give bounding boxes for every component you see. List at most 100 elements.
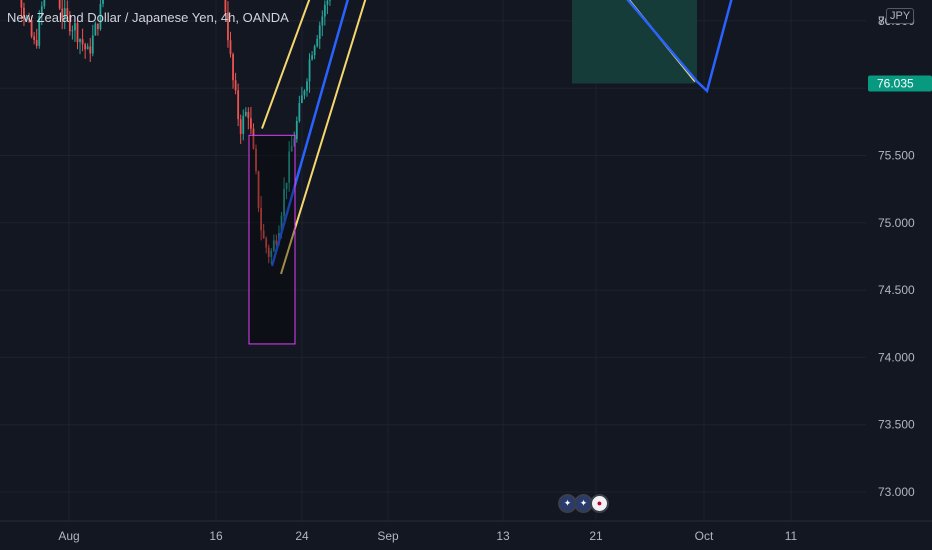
price-tags: 77.61877.41601:20:3277.35976.035 (868, 75, 932, 92)
candle-body (61, 8, 64, 19)
currency-badge[interactable]: JPY (886, 8, 915, 24)
target-price-tag: 76.035 (877, 76, 914, 90)
candle-body (265, 238, 268, 248)
candle-body (86, 46, 89, 50)
candle-body (237, 90, 240, 120)
x-tick-label: 21 (589, 529, 603, 543)
highlight-box-bottom (248, 134, 296, 345)
candle-body (290, 146, 293, 152)
candle-body (97, 23, 99, 30)
chart-title: New Zealand Dollar / Japanese Yen, 4h, O… (7, 10, 289, 25)
candle-body (99, 3, 102, 30)
x-tick-label: Aug (58, 529, 79, 543)
jp-flag-icon[interactable]: ● (590, 494, 609, 513)
candle-body (244, 111, 247, 116)
candlestick-series (20, 0, 331, 265)
y-tick-label: 73.500 (878, 418, 915, 432)
candle-body (30, 20, 33, 37)
candle-body (295, 121, 298, 140)
economic-events[interactable]: ✦ ✦ ● (558, 494, 609, 513)
x-tick-label: Sep (377, 529, 399, 543)
candle-body (272, 240, 275, 251)
candle-body (224, 0, 227, 13)
candle-body (102, 0, 104, 4)
candle-body (63, 8, 66, 19)
candle-body (323, 4, 326, 17)
candle-body (35, 40, 38, 46)
candle-body (247, 111, 250, 119)
take-profit-zone (572, 0, 697, 84)
highlight-box-fill (249, 135, 295, 344)
candle-body (318, 25, 321, 39)
y-tick-label: 73.000 (878, 485, 915, 499)
time-axis[interactable]: Aug 16 24 Sep 13 21 Oct 11 (0, 520, 932, 543)
projection-path (696, 0, 733, 94)
candle-body (321, 16, 324, 26)
candle-body (260, 207, 262, 231)
candle-body (79, 39, 81, 43)
drawings (248, 0, 733, 345)
candle-body (20, 0, 23, 8)
candle-body (293, 139, 296, 147)
price-axis[interactable]: 79.50079.00078.50078.00076.50075.50075.0… (878, 0, 915, 499)
candle-body (71, 30, 74, 32)
candle-body (275, 240, 278, 245)
candle-body (308, 59, 311, 82)
candle-body (303, 90, 306, 96)
candle-body (267, 247, 270, 257)
candle-body (255, 148, 257, 172)
candle-body (288, 151, 291, 183)
candle-body (262, 230, 265, 239)
candle-body (33, 36, 36, 41)
candle-body (232, 54, 234, 81)
candle-body (23, 7, 25, 20)
y-tick-label: 75.000 (878, 216, 915, 230)
x-tick-label: 24 (295, 529, 309, 543)
channel-upper-line (261, 0, 311, 129)
channel-lower-line (280, 0, 367, 275)
x-tick-label: 16 (209, 529, 223, 543)
candle-body (229, 40, 232, 55)
candle-body (76, 23, 79, 43)
x-tick-label: Oct (695, 529, 714, 543)
candle-body (40, 6, 43, 16)
x-tick-label: 11 (785, 529, 798, 543)
candle-body (329, 0, 331, 1)
x-tick-label: 13 (496, 529, 510, 543)
candle-body (74, 23, 76, 31)
risk-reward-zones (572, 0, 697, 84)
candle-body (94, 23, 97, 36)
uptrend-line (270, 0, 350, 267)
candle-body (239, 119, 242, 134)
candle-body (316, 38, 319, 47)
candle-body (257, 171, 260, 208)
candle-body (28, 18, 30, 21)
candle-body (298, 102, 301, 122)
y-tick-label: 75.500 (878, 149, 915, 163)
candle-body (250, 118, 252, 129)
candle-body (43, 0, 46, 7)
downtrend-blue-line (626, 0, 698, 83)
grid-lines (0, 0, 866, 521)
candle-body (38, 15, 41, 46)
candle-body (280, 215, 283, 234)
candle-body (285, 182, 288, 189)
candle-body (66, 8, 69, 15)
candle-body (252, 128, 255, 149)
candle-body (84, 44, 87, 50)
y-tick-label: 74.000 (878, 350, 915, 364)
candle-body (242, 115, 245, 134)
candle-body (311, 55, 313, 60)
candle-body (313, 46, 316, 56)
candle-body (81, 39, 84, 45)
candle-body (234, 80, 237, 91)
candle-body (25, 18, 28, 20)
target-price-tag-bg (868, 75, 932, 92)
candle-body (58, 0, 61, 9)
candle-body (283, 188, 285, 216)
candle-body (326, 0, 329, 5)
candle-body (270, 250, 273, 257)
candle-body (91, 35, 94, 54)
candle-body (301, 95, 303, 103)
